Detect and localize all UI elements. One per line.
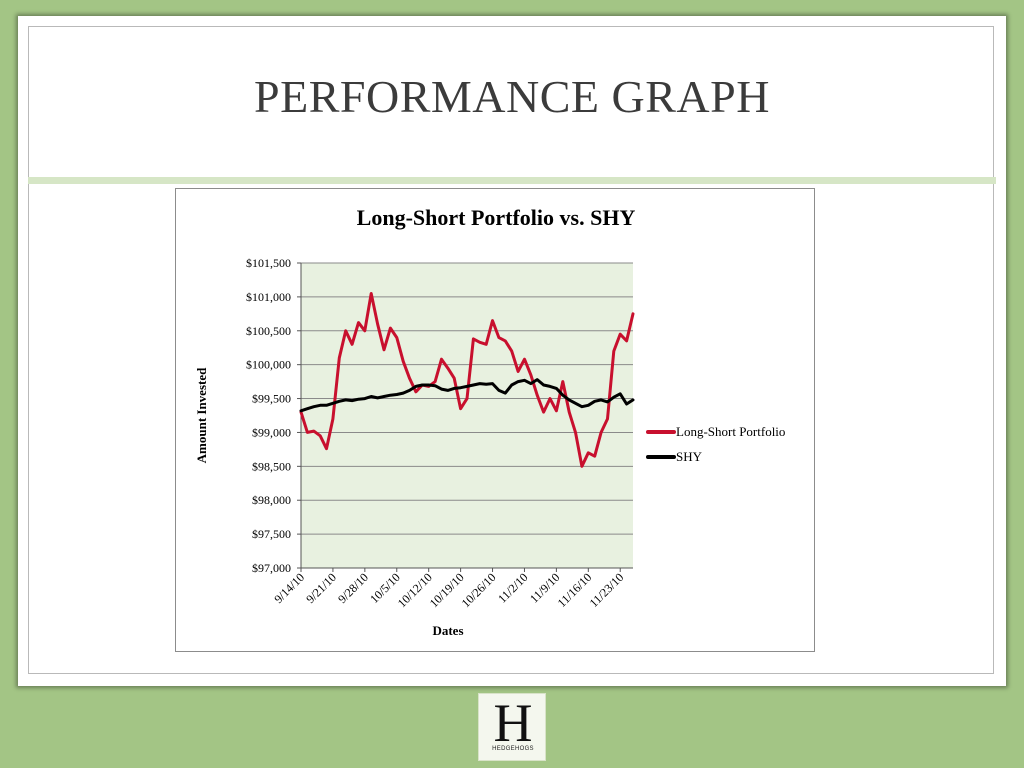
x-tick-label: 10/12/10: [395, 570, 435, 610]
performance-chart: Long-Short Portfolio vs. SHY $97,000$97,…: [194, 205, 785, 638]
logo-text: HEDGEHOGS: [492, 746, 534, 752]
x-axis-ticks: 9/14/109/21/109/28/1010/5/1010/12/1010/1…: [271, 568, 626, 610]
y-tick-label: $98,500: [252, 459, 291, 473]
x-tick-label: 11/2/10: [495, 570, 531, 606]
series-lines: [299, 292, 635, 468]
legend-label: SHY: [676, 449, 703, 464]
x-tick-label: 9/21/10: [303, 570, 339, 606]
y-tick-label: $98,000: [252, 493, 291, 507]
plot-area: [301, 263, 633, 568]
y-tick-label: $97,500: [252, 527, 291, 541]
y-tick-label: $100,000: [246, 358, 291, 372]
chart-legend: Long-Short Portfolio SHY: [646, 424, 785, 464]
hedgehogs-logo: H HEDGEHOGS: [478, 693, 546, 761]
y-axis-label: Amount Invested: [194, 367, 209, 463]
y-tick-label: $99,000: [252, 425, 291, 439]
shy-line: [299, 378, 635, 413]
x-tick-label: 9/14/10: [271, 570, 307, 606]
x-tick-label: 10/26/10: [459, 570, 499, 610]
x-tick-label: 11/16/10: [555, 570, 595, 610]
legend-label: Long-Short Portfolio: [676, 424, 785, 439]
y-tick-label: $101,000: [246, 290, 291, 304]
chart-title: Long-Short Portfolio vs. SHY: [357, 205, 636, 230]
slide-border: [28, 26, 994, 674]
slide-title: PERFORMANCE GRAPH: [254, 71, 770, 122]
chart-container: Long-Short Portfolio vs. SHY $97,000 $97,…: [175, 188, 815, 652]
y-tick-label: $99,500: [252, 392, 291, 406]
x-axis-label: Dates: [432, 623, 463, 638]
y-tick-label: $97,000: [252, 561, 291, 575]
title-divider: [28, 177, 996, 184]
x-tick-label: 11/23/10: [587, 570, 627, 610]
y-tick-label: $100,500: [246, 324, 291, 338]
logo-letter: H: [493, 693, 533, 753]
long-short-portfolio-line: [299, 292, 635, 468]
y-axis-ticks: $97,000 $97,500 $98,000 $98,500 $99,000 $99,5…: [246, 256, 301, 575]
y-tick-label: $101,500: [246, 256, 291, 270]
x-tick-label: 9/28/10: [335, 570, 371, 606]
x-tick-label: 10/19/10: [427, 570, 467, 610]
